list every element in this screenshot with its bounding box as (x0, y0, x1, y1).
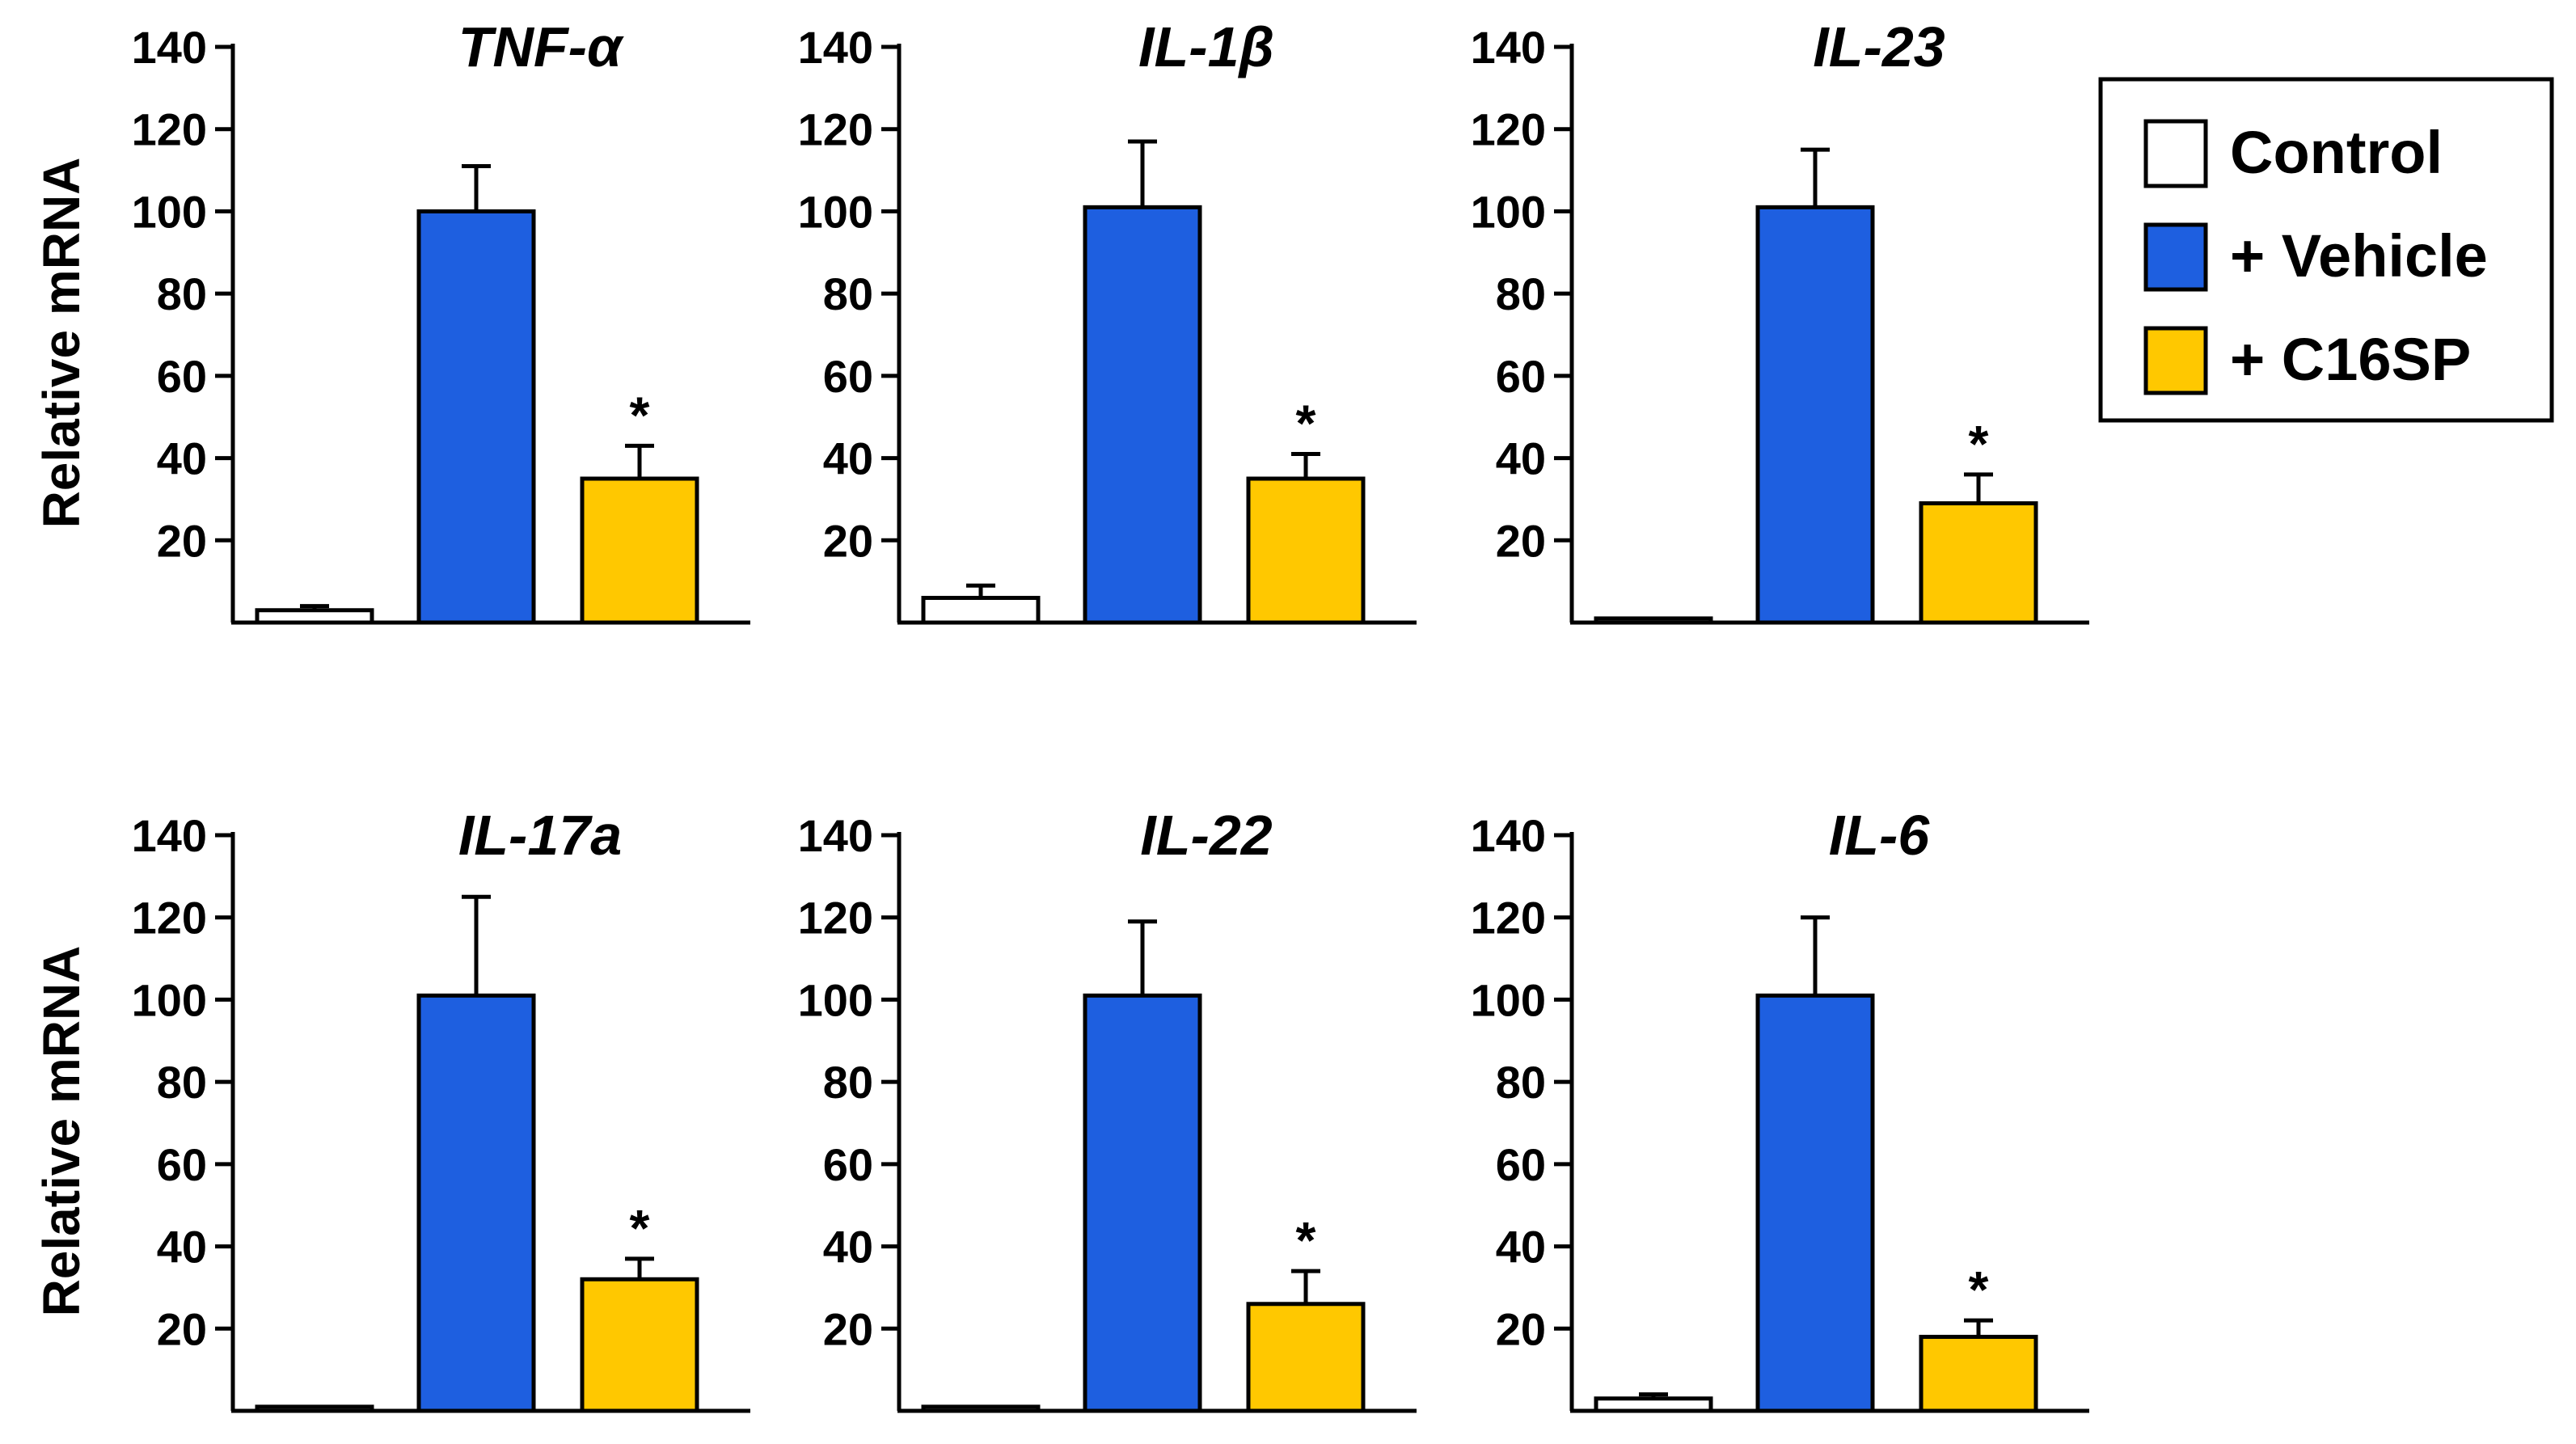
y-tick-label: 100 (132, 974, 207, 1025)
y-axis-label: Relative mRNA (32, 158, 91, 529)
y-tick-label: 140 (1471, 22, 1546, 73)
y-tick-label: 120 (1471, 104, 1546, 155)
y-tick-label: 20 (1496, 1303, 1546, 1354)
y-tick-label: 100 (798, 974, 873, 1025)
legend-label: + Vehicle (2230, 222, 2488, 289)
y-tick-label: 140 (132, 810, 207, 861)
y-tick-label: 80 (823, 1057, 873, 1108)
y-tick-label: 60 (823, 351, 873, 402)
panel-title: IL-22 (1140, 804, 1272, 867)
chart-panels: 20 40 60 80 100 120 140 TNF-α Relative mRNA * 20 40… (32, 15, 2089, 1413)
legend-label: Control (2230, 119, 2443, 186)
bar-vehicle (1755, 993, 1875, 1413)
y-tick-label: 100 (1471, 974, 1546, 1025)
y-tick-label: 80 (1496, 1057, 1546, 1108)
y-tick-label: 40 (1496, 1222, 1546, 1273)
bar-vehicle (1755, 205, 1875, 625)
legend-label: + C16SP (2230, 326, 2471, 393)
significance-star: * (1296, 1211, 1316, 1269)
y-tick-label: 100 (1471, 186, 1546, 237)
y-tick-label: 20 (157, 515, 207, 566)
y-tick-label: 60 (157, 1139, 207, 1190)
y-axis-label: Relative mRNA (32, 946, 91, 1317)
y-tick-label: 60 (823, 1139, 873, 1190)
panel-title: TNF-α (458, 15, 624, 78)
bar-control (921, 1404, 1041, 1413)
bar-control (1594, 1396, 1713, 1413)
panel-title: IL-23 (1813, 15, 1945, 78)
y-tick-label: 60 (1496, 351, 1546, 402)
bar-c16sp (1246, 1302, 1366, 1413)
y-tick-label: 120 (798, 104, 873, 155)
bar-control (255, 608, 374, 625)
y-tick-label: 140 (132, 22, 207, 73)
y-tick-label: 140 (798, 22, 873, 73)
bar-vehicle (416, 993, 536, 1413)
significance-star: * (630, 386, 650, 444)
significance-star: * (630, 1199, 650, 1257)
panel-title: IL-17a (458, 804, 622, 867)
significance-star: * (1969, 1260, 1989, 1319)
legend: Control + Vehicle + C16SP (2098, 77, 2554, 423)
y-tick-label: 80 (157, 268, 207, 319)
y-tick-label: 140 (1471, 810, 1546, 861)
significance-star: * (1969, 415, 1989, 473)
bar-c16sp (1919, 501, 2038, 625)
y-tick-label: 40 (157, 433, 207, 484)
bar-vehicle (1083, 205, 1202, 625)
bar-c16sp (1246, 476, 1366, 625)
panel-2: 20 40 60 80 100 120 140 IL-1β * (798, 15, 1417, 625)
bar-c16sp (580, 1277, 699, 1413)
panel-title: IL-1β (1138, 15, 1274, 78)
y-tick-label: 140 (798, 810, 873, 861)
bar-c16sp (1919, 1334, 2038, 1413)
bar-vehicle (416, 209, 536, 625)
y-tick-label: 120 (1471, 893, 1546, 944)
y-tick-label: 20 (823, 1303, 873, 1354)
panel-4: 20 40 60 80 100 120 140 IL-17a Relative mRNA * (32, 804, 750, 1413)
y-tick-label: 40 (823, 1222, 873, 1273)
bar-control (255, 1404, 374, 1413)
y-tick-label: 20 (823, 515, 873, 566)
y-tick-label: 80 (157, 1057, 207, 1108)
y-tick-label: 80 (823, 268, 873, 319)
panel-3: 20 40 60 80 100 120 140 IL-23 * (1471, 15, 2089, 625)
legend-swatch (2143, 119, 2208, 188)
y-tick-label: 60 (1496, 1139, 1546, 1190)
y-tick-label: 100 (132, 186, 207, 237)
y-tick-label: 20 (157, 1303, 207, 1354)
y-tick-label: 40 (1496, 433, 1546, 484)
bar-control (921, 595, 1041, 625)
y-tick-label: 120 (798, 893, 873, 944)
significance-star: * (1296, 394, 1316, 452)
y-tick-label: 20 (1496, 515, 1546, 566)
y-tick-label: 80 (1496, 268, 1546, 319)
panel-5: 20 40 60 80 100 120 140 IL-22 * (798, 804, 1417, 1413)
bar-control (1594, 616, 1713, 625)
y-tick-label: 40 (157, 1222, 207, 1273)
panel-1: 20 40 60 80 100 120 140 TNF-α Relative mRNA * (32, 15, 750, 625)
y-tick-label: 120 (132, 104, 207, 155)
bar-c16sp (580, 476, 699, 625)
y-tick-label: 60 (157, 351, 207, 402)
y-tick-label: 40 (823, 433, 873, 484)
y-tick-label: 120 (132, 893, 207, 944)
bar-vehicle (1083, 993, 1202, 1413)
panel-title: IL-6 (1829, 804, 1931, 867)
legend-swatch (2143, 222, 2208, 292)
y-tick-label: 100 (798, 186, 873, 237)
legend-swatch (2143, 326, 2208, 395)
panel-6: 20 40 60 80 100 120 140 IL-6 * (1471, 804, 2089, 1413)
